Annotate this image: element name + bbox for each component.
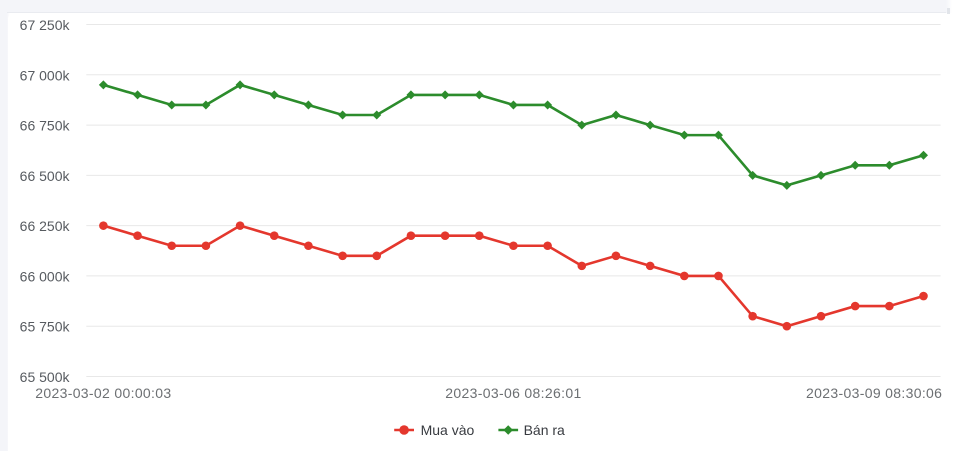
svg-text:67 000k: 67 000k	[20, 67, 71, 83]
svg-text:66 250k: 66 250k	[20, 218, 71, 234]
svg-text:Mua vào: Mua vào	[421, 422, 475, 438]
svg-text:2023-03-09 08:30:06: 2023-03-09 08:30:06	[806, 385, 942, 401]
svg-text:65 500k: 65 500k	[20, 369, 71, 385]
svg-text:66 500k: 66 500k	[20, 168, 71, 184]
svg-text:2023-03-02 00:00:03: 2023-03-02 00:00:03	[35, 385, 171, 401]
svg-text:66 750k: 66 750k	[20, 118, 71, 134]
svg-text:Bán ra: Bán ra	[524, 422, 565, 438]
svg-text:65 750k: 65 750k	[20, 319, 71, 335]
svg-text:66 000k: 66 000k	[20, 268, 71, 284]
svg-text:2023-03-06 08:26:01: 2023-03-06 08:26:01	[445, 385, 581, 401]
svg-text:67 250k: 67 250k	[20, 17, 71, 33]
